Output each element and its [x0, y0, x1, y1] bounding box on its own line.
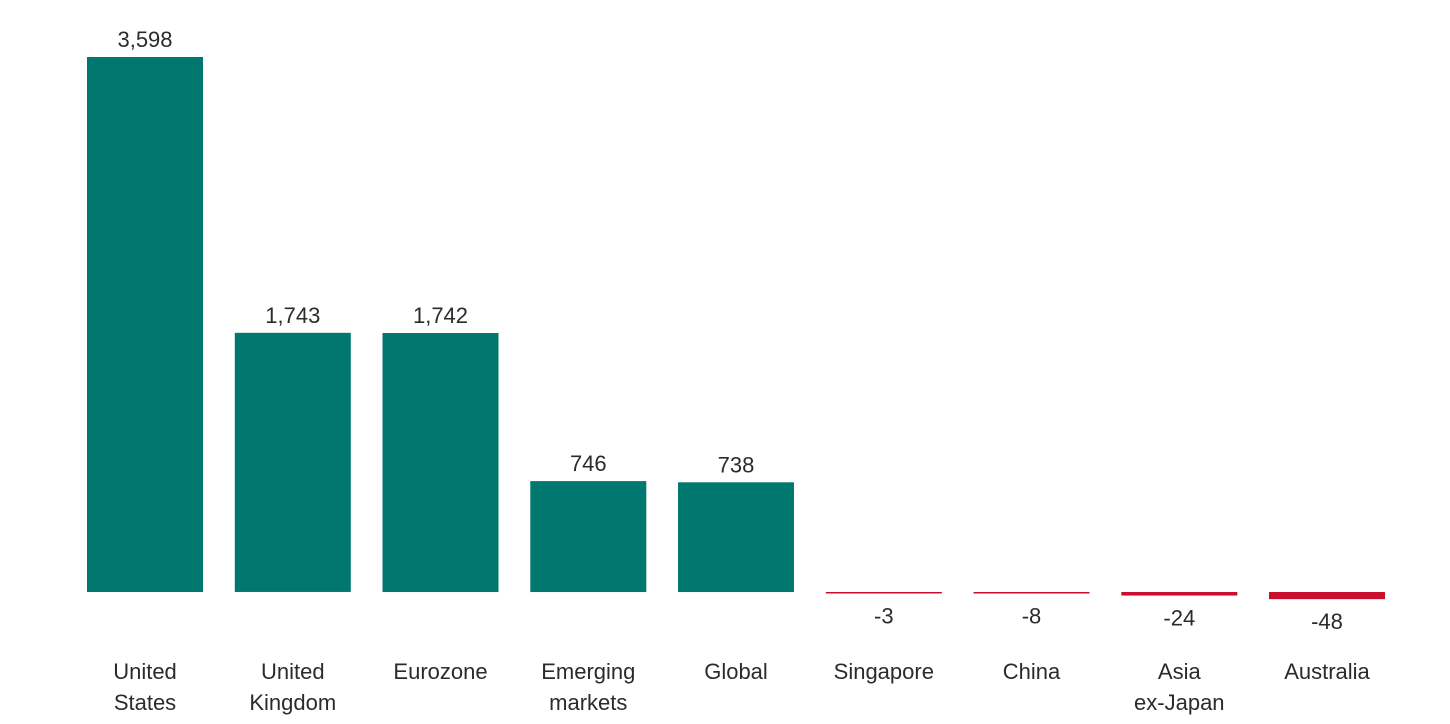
category-label: United Kingdom — [249, 659, 336, 715]
bars-group — [87, 57, 1385, 600]
category-label-line: Australia — [1284, 659, 1370, 684]
category-label: Asia ex-Japan — [1134, 659, 1225, 715]
category-label: China — [1003, 659, 1061, 684]
category-label: Australia — [1284, 659, 1370, 684]
bar-value-label: -24 — [1163, 606, 1195, 631]
bar-value-label: 3,598 — [117, 27, 172, 52]
bar — [530, 481, 647, 593]
bar — [382, 333, 499, 593]
bar — [234, 332, 351, 592]
category-label: Singapore — [834, 659, 934, 684]
bar — [825, 592, 942, 594]
value-labels-group: 3,598 1,743 1,742 746 738 -3 -8 -24 -48 — [117, 27, 1342, 634]
category-label-line: Emerging — [541, 659, 635, 684]
bar-value-label: 738 — [718, 452, 755, 477]
category-label: Eurozone — [393, 659, 487, 684]
category-label-line: markets — [549, 690, 627, 715]
category-label-line: ex-Japan — [1134, 690, 1225, 715]
bar — [1121, 592, 1238, 596]
category-label-line: United — [113, 659, 177, 684]
bar-value-label: -48 — [1311, 609, 1343, 634]
bar — [1269, 592, 1385, 600]
category-labels-group: United States United Kingdom Eurozone Emergin… — [113, 659, 1370, 715]
category-label-line: China — [1003, 659, 1061, 684]
category-label-line: States — [114, 690, 176, 715]
category-label: Emerging markets — [541, 659, 635, 715]
category-label-line: United — [261, 659, 325, 684]
category-label-line: Global — [704, 659, 768, 684]
category-label-line: Kingdom — [249, 690, 336, 715]
bar-value-label: 746 — [570, 451, 607, 476]
bar-value-label: 1,742 — [413, 303, 468, 328]
category-label: United States — [113, 659, 177, 715]
category-label-line: Eurozone — [393, 659, 487, 684]
category-label-line: Asia — [1158, 659, 1202, 684]
category-label-line: Singapore — [834, 659, 934, 684]
bar-value-label: 1,743 — [265, 303, 320, 328]
category-label: Global — [704, 659, 768, 684]
bar — [678, 482, 794, 593]
bar — [973, 592, 1090, 594]
bar-value-label: -3 — [874, 604, 894, 629]
bar — [87, 57, 203, 592]
bar-value-label: -8 — [1022, 604, 1042, 629]
